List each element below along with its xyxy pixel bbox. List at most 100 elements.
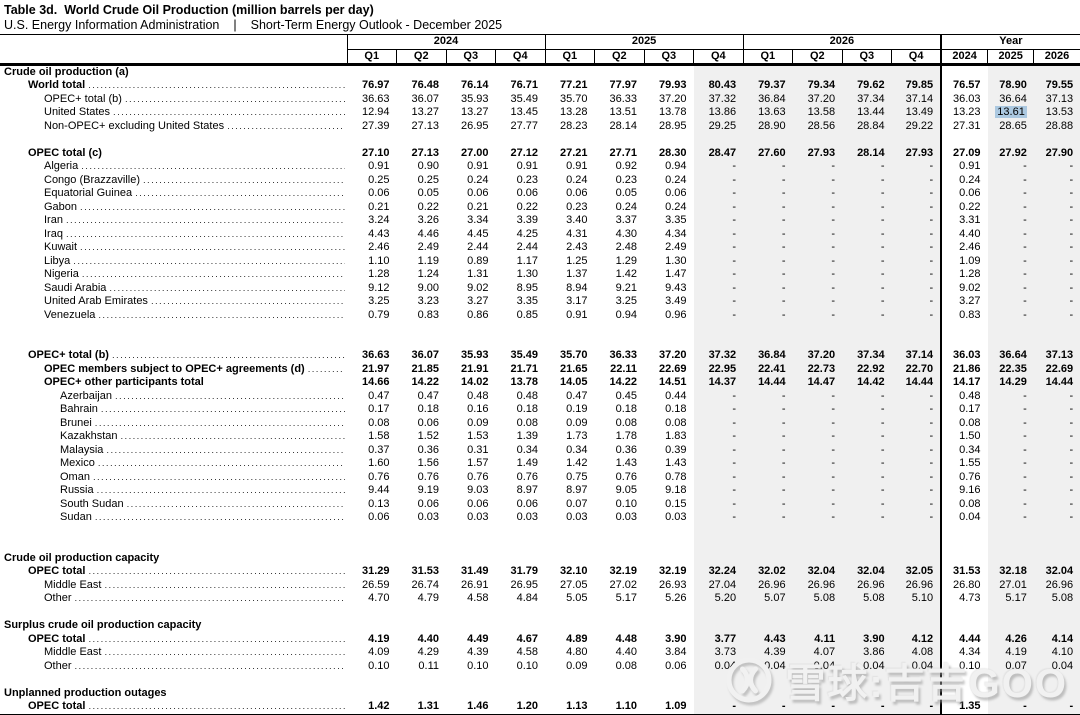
row-label-text: Unplanned production outages: [0, 687, 347, 701]
row-label: Oman....................................…: [0, 471, 347, 485]
value-cell: 32.19: [609, 565, 638, 577]
value-cell: [987, 538, 1034, 552]
value-cell: 1.47: [665, 268, 687, 280]
value-cell: 0.76: [368, 470, 390, 483]
value-cell: [743, 551, 793, 565]
value-cell: 26.59: [361, 578, 390, 591]
value-cell: -: [743, 187, 793, 201]
value-cell: -: [693, 160, 744, 174]
value-cell: 26.74: [411, 578, 439, 591]
value-cell: -: [693, 403, 744, 417]
value-cell: 4.48: [615, 632, 638, 645]
value-cell: 0.23: [516, 173, 539, 186]
value-cell: 79.34: [792, 79, 843, 93]
value-cell: 22.35: [987, 362, 1034, 376]
value-cell: [496, 525, 546, 539]
value-cell: -: [693, 497, 744, 511]
value-cell: 1.35: [940, 700, 988, 715]
label: Bahrain: [60, 403, 98, 415]
dot-leader: ........................................…: [104, 647, 345, 658]
value-cell: 0.76: [467, 470, 489, 483]
value-cell: 1.17: [516, 254, 539, 267]
value-cell: -: [792, 484, 843, 498]
value-cell: 27.21: [560, 146, 588, 159]
label: Azerbaijan: [60, 389, 112, 402]
value-cell: 4.43: [368, 227, 390, 240]
value-cell: 36.03: [940, 349, 988, 363]
value-cell: 3.86: [842, 646, 892, 660]
value-cell: 36.07: [411, 92, 439, 105]
value-cell: 0.04: [891, 659, 942, 673]
value-cell: -: [792, 700, 843, 715]
column-group-2026: 2026: [742, 35, 942, 50]
header-label-spacer: [0, 35, 347, 49]
row-label: Congo (Brazzaville).....................…: [0, 174, 347, 188]
table-row: Libya...................................…: [0, 254, 1080, 268]
value-cell: 9.00: [417, 281, 439, 294]
value-cell: 1.37: [566, 268, 588, 280]
value-cell: -: [693, 484, 744, 498]
value-cell: 0.76: [417, 470, 439, 483]
row-label-text: Oman....................................…: [0, 471, 347, 485]
table-row: South Sudan.............................…: [0, 497, 1080, 512]
value-cell: 32.04: [1033, 565, 1080, 579]
table-row: OPEC total..............................…: [0, 632, 1080, 646]
value-cell: -: [1033, 416, 1080, 430]
value-cell: 37.13: [1033, 349, 1080, 363]
value-cell: 79.37: [743, 79, 793, 93]
value-cell: 0.06: [467, 497, 489, 510]
value-cell: 35.70: [560, 92, 588, 105]
value-cell: 13.78: [659, 106, 687, 118]
value-cell: -: [693, 389, 744, 403]
value-cell: [595, 687, 645, 701]
value-cell: [940, 605, 988, 619]
value-cell: [987, 335, 1034, 349]
value-cell: -: [891, 416, 942, 430]
value-cell: 0.91: [940, 160, 988, 174]
value-cell: [987, 64, 1034, 79]
value-cell: 0.76: [940, 470, 988, 484]
value-cell: -: [987, 484, 1034, 498]
value-cell: [842, 673, 892, 687]
row-label-text: South Sudan.............................…: [0, 498, 347, 512]
value-cell: 29.25: [693, 119, 744, 133]
value-cell: -: [693, 470, 744, 484]
value-cell: 14.42: [842, 376, 892, 390]
value-cell: 0.09: [566, 659, 588, 672]
row-label: United States...........................…: [0, 106, 347, 120]
value-cell: [347, 525, 397, 539]
table-row: OPEC+ total (b).........................…: [0, 349, 1080, 363]
value-cell: 37.34: [842, 92, 892, 106]
value-cell: 36.63: [361, 349, 390, 361]
value-cell: -: [842, 173, 892, 187]
value-cell: 27.77: [510, 119, 539, 132]
value-cell: [446, 538, 496, 552]
value-cell: -: [1033, 403, 1080, 417]
label: Kuwait: [44, 241, 78, 253]
value-cell: 0.24: [665, 200, 687, 213]
value-cell: [545, 64, 595, 79]
value-cell: 27.00: [460, 146, 489, 159]
value-cell: [743, 686, 793, 700]
value-cell: -: [743, 227, 793, 241]
value-cell: -: [891, 214, 942, 228]
value-cell: [940, 64, 988, 79]
value-cell: -: [842, 700, 892, 715]
value-cell: 0.06: [566, 187, 588, 199]
value-cell: [842, 551, 892, 565]
value-cell: 9.21: [615, 281, 638, 294]
value-cell: -: [842, 443, 892, 457]
value-cell: [842, 619, 892, 633]
value-cell: [397, 133, 447, 147]
dot-leader: ........................................…: [88, 633, 345, 645]
dot-leader: ........................................…: [104, 579, 345, 591]
value-cell: 37.14: [891, 92, 942, 106]
value-cell: 32.24: [693, 565, 744, 579]
value-cell: 0.78: [665, 470, 687, 483]
value-cell: 4.08: [891, 646, 942, 660]
table-row: Middle East.............................…: [0, 646, 1080, 660]
value-cell: 26.96: [792, 578, 843, 592]
value-cell: [347, 687, 397, 701]
value-cell: 3.49: [665, 295, 687, 307]
value-cell: 4.44: [940, 632, 988, 646]
